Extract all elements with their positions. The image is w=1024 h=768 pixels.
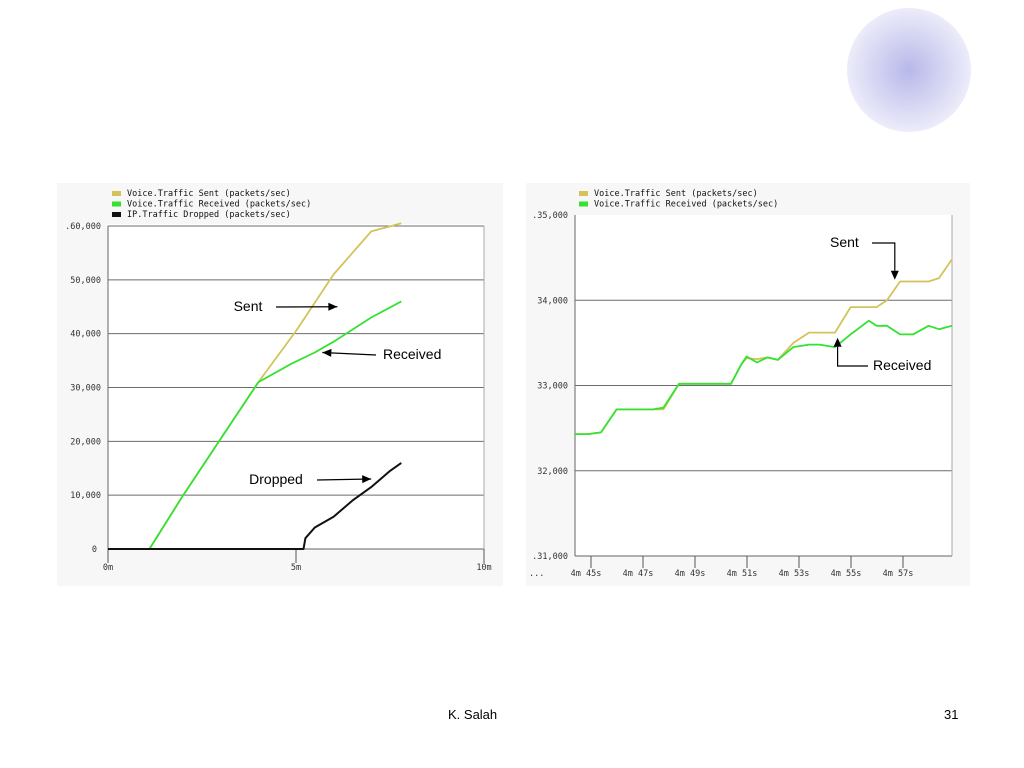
chart-left-legend-entry: Voice.Traffic Received (packets/sec) <box>127 200 311 210</box>
chart-left-x-tick-label: 10m <box>476 563 491 573</box>
chart-right-y-tick-label: 34,000 <box>537 296 568 306</box>
chart-left-annotation-label: Dropped <box>249 471 303 487</box>
chart-right-x-tick-label: 4m 51s <box>727 569 758 579</box>
chart-right-y-tick-label: 32,000 <box>537 467 568 477</box>
chart-right-legend-entry: Voice.Traffic Sent (packets/sec) <box>594 189 758 199</box>
chart-right-annotation-arrow-line <box>872 242 896 271</box>
chart-right-annotation-label: Received <box>873 357 931 373</box>
chart-right-legend-entry: Voice.Traffic Received (packets/sec) <box>594 200 778 210</box>
chart-left-x-tick-label: 5m <box>291 563 301 573</box>
chart-right-series-line-1 <box>575 319 953 436</box>
chart-right-legend-swatch <box>579 201 588 207</box>
chart-right-legend-swatch <box>579 191 588 196</box>
chart-right-x-tick-label: 4m 49s <box>675 569 706 579</box>
chart-right-x-prefix: ... <box>529 569 544 579</box>
chart-left-y-tick-label: 0 <box>92 545 97 555</box>
chart-right-x-tick-label: 4m 57s <box>883 569 914 579</box>
chart-left-y-tick-label: 10,000 <box>70 491 101 501</box>
chart-left-legend-swatch <box>112 201 121 207</box>
chart-left-annotation-label: Received <box>383 346 441 362</box>
chart-left-y-tick-label: 50,000 <box>70 276 101 286</box>
chart-right-y-tick-label: 33,000 <box>537 382 568 392</box>
decorative-circle-shape <box>847 8 971 132</box>
chart-left-legend-entry: Voice.Traffic Sent (packets/sec) <box>127 189 291 199</box>
chart-left-series-line-2 <box>108 462 402 550</box>
chart-right-annotation-arrowhead <box>890 270 899 280</box>
chart-left-y-tick-label: 20,000 <box>70 437 101 447</box>
chart-right-annotation-arrow-line <box>836 346 868 367</box>
chart-right-y-tick-label: .31,000 <box>532 552 568 562</box>
footer-page-number: 31 <box>944 707 959 722</box>
chart-left-series-line-1 <box>108 300 402 550</box>
chart-left-annotation-arrowhead <box>328 302 338 311</box>
footer-author: K. Salah <box>448 707 498 722</box>
chart-left-annotation-arrowhead <box>362 475 372 484</box>
chart-left-annotation-arrow-line <box>316 478 372 481</box>
chart-right-x-tick-label: 4m 45s <box>571 569 602 579</box>
chart-left-x-tick-label: 0m <box>103 563 113 573</box>
chart-right-x-tick-label: 4m 53s <box>779 569 810 579</box>
chart-left-annotation-label: Sent <box>234 298 263 314</box>
chart-right-x-tick-label: 4m 55s <box>831 569 862 579</box>
chart-right-y-tick-label: .35,000 <box>532 211 568 221</box>
chart-left-y-tick-label: .60,000 <box>65 222 101 232</box>
chart-left-legend-swatch <box>112 212 121 217</box>
chart-left-annotation-arrowhead <box>322 348 332 357</box>
chart-right-annotation-label: Sent <box>830 234 859 250</box>
chart-right-annotation-arrowhead <box>833 337 842 347</box>
chart-left-legend-swatch <box>112 191 121 196</box>
chart-right-x-tick-label: 4m 47s <box>623 569 654 579</box>
chart-left-y-tick-label: 30,000 <box>70 384 101 394</box>
chart-left-legend-entry: IP.Traffic Dropped (packets/sec) <box>127 210 291 220</box>
chart-left-y-tick-label: 40,000 <box>70 330 101 340</box>
